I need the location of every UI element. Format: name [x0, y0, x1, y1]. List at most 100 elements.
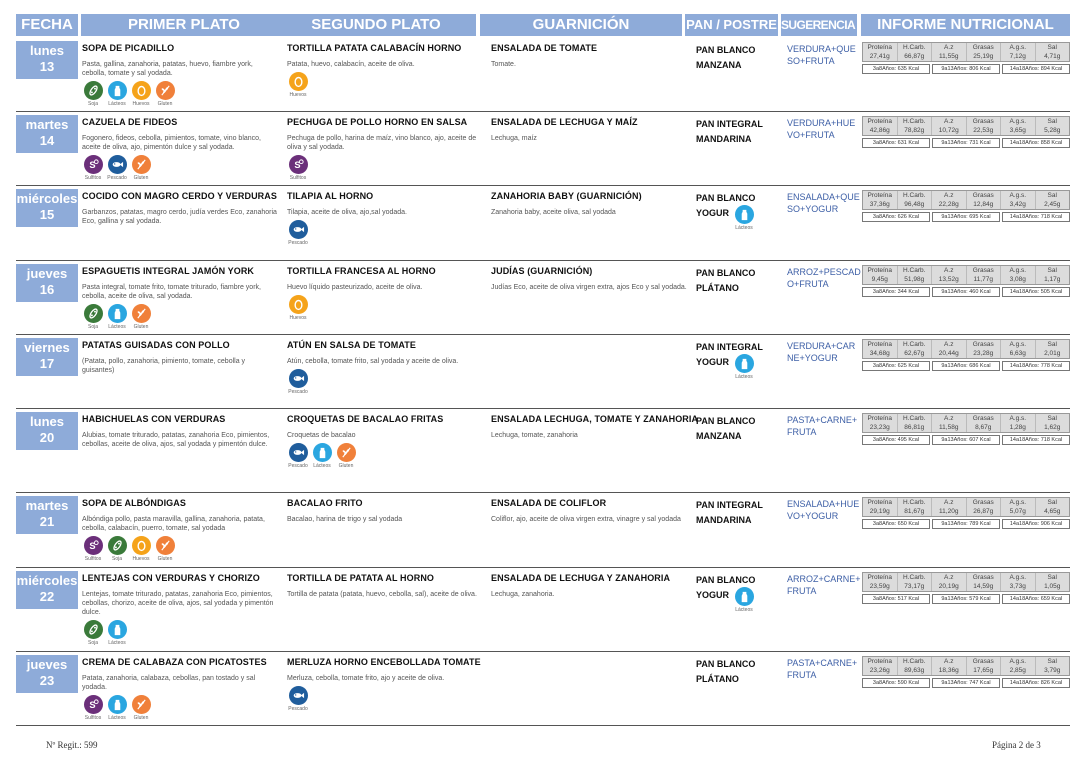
nutrition-cell: Sal 1,05g — [1036, 573, 1070, 591]
gluten-icon — [131, 304, 151, 323]
allergen-label: Lácteos — [108, 715, 126, 721]
header-pan-postre: PAN / POSTRE — [685, 14, 778, 36]
nutrition-cell: Proteína 27,41g — [863, 43, 898, 61]
primer-plato: HABICHUELAS CON VERDURAS Alubias, tomate … — [82, 414, 278, 449]
nutrition-values: Proteína 9,45g H.Carb. 51,98g A.z 13,52g Grasa… — [862, 265, 1070, 285]
allergen-label: Sulfitos — [84, 556, 102, 562]
nutrition-label: H.Carb. — [903, 118, 926, 125]
nutrition-cell: Grasas 22,53g — [967, 117, 1001, 135]
nutrition-cell: A.g.s. 7,12g — [1001, 43, 1036, 61]
nutrition-cell: A.z 11,20g — [932, 498, 967, 516]
pan-item: PAN INTEGRAL — [696, 500, 763, 510]
segundo-plato: TORTILLA PATATA CALABACÍN HORNO Patata, h… — [287, 43, 483, 99]
allergen-list: Huevos — [287, 72, 483, 99]
allergen-badge: Lácteos — [733, 587, 755, 614]
sulfitos-icon: S — [83, 536, 103, 555]
segundo-plato: MERLUZA HORNO ENCEBOLLADA TOMATE Merluza,… — [287, 657, 483, 713]
day-number: 22 — [39, 589, 55, 604]
postre-item: MANZANA — [696, 431, 742, 441]
nutrition-label: Sal — [1047, 192, 1057, 199]
segundo-plato-ingredients: Merluza, cebolla, tomate frito, ajo y ac… — [287, 675, 445, 682]
nutrition-cell: Proteína 23,26g — [863, 657, 898, 675]
nutrition-label: Grasas — [972, 341, 994, 348]
primer-plato: SOPA DE PICADILLO Pasta, gallina, zanahor… — [82, 43, 278, 108]
nutrition-cell: A.z 22,28g — [932, 191, 967, 209]
nutrition-value: 23,59g — [869, 583, 890, 590]
nutrition-value: 78,82g — [904, 127, 925, 134]
nutrition-value: 1,62g — [1044, 424, 1061, 431]
allergen-badge: Soja — [82, 304, 104, 331]
nutrition-value: 20,44g — [938, 350, 959, 357]
nutrition-panel: Proteína 42,86g H.Carb. 78,82g A.z 10,72g Gras… — [862, 116, 1070, 148]
sugerencia-cena: ENSALADA+QUE SO+YOGUR — [787, 192, 860, 214]
segundo-plato-dish: PECHUGA DE POLLO HORNO EN SALSA — [287, 117, 468, 127]
guarnicion-dish: ZANAHORIA BABY (GUARNICIÓN) — [491, 191, 642, 201]
nutrition-cell: H.Carb. 66,87g — [898, 43, 932, 61]
primer-plato-dish: LENTEJAS CON VERDURAS Y CHORIZO — [82, 573, 260, 583]
menu-day-row: jueves 23 CREMA DE CALABAZA CON PICATOSTES… — [16, 652, 1070, 726]
postre-item: MANDARINA — [696, 134, 752, 144]
nutrition-value: 37,36g — [869, 201, 890, 208]
allergen-badge: Pescado — [106, 155, 128, 182]
nutrition-label: A.g.s. — [1009, 658, 1027, 665]
nutrition-label: H.Carb. — [903, 658, 926, 665]
nutrition-cell: A.z 11,58g — [932, 414, 967, 432]
allergen-label: Lácteos — [735, 607, 753, 613]
date-cell: jueves 16 — [16, 264, 78, 302]
kcal-row: 3a8Años: 631 Kcal 9a13Años: 731 Kcal 14a18… — [862, 138, 1070, 148]
segundo-plato: TORTILLA DE PATATA AL HORNO Tortilla de p… — [287, 573, 483, 599]
soja-icon — [83, 304, 103, 323]
pescado-icon — [107, 155, 127, 174]
day-number: 14 — [39, 133, 55, 148]
allergen-list: Soja Lácteos Gluten — [82, 304, 278, 331]
nutrition-label: Sal — [1047, 118, 1057, 125]
nutrition-value: 23,26g — [869, 667, 890, 674]
nutrition-value: 6,63g — [1009, 350, 1026, 357]
kcal-cell: 9a13Años: 747 Kcal — [932, 678, 1000, 688]
allergen-label: Huevos — [132, 556, 150, 562]
nutrition-value: 2,85g — [1009, 667, 1026, 674]
date-cell: miércoles 15 — [16, 189, 78, 227]
menu-day-row: lunes 13 SOPA DE PICADILLO Pasta, gallina, … — [16, 38, 1070, 112]
nutrition-label: A.z — [944, 118, 954, 125]
allergen-label: Soja — [111, 556, 122, 562]
nutrition-value: 34,68g — [869, 350, 890, 357]
nutrition-value: 86,81g — [904, 424, 925, 431]
nutrition-value: 23,23g — [869, 424, 890, 431]
kcal-row: 3a8Años: 590 Kcal 9a13Años: 747 Kcal 14a18… — [862, 678, 1070, 688]
guarnicion: ENSALADA DE COLIFLOR Coliflor, ajo, aceit… — [491, 498, 691, 524]
date-cell: lunes 20 — [16, 412, 78, 450]
allergen-badge: Lácteos — [733, 205, 755, 232]
primer-plato-dish: HABICHUELAS CON VERDURAS — [82, 414, 226, 424]
svg-text:S: S — [294, 160, 300, 170]
sulfitos-icon: S — [83, 155, 103, 174]
kcal-cell: 14a18Años: 659 Kcal — [1002, 594, 1070, 604]
kcal-cell: 14a18Años: 718 Kcal — [1002, 212, 1070, 222]
nutrition-cell: A.g.s. 6,63g — [1001, 340, 1036, 358]
allergen-label: Sulfitos — [84, 175, 102, 181]
nutrition-label: Proteína — [867, 574, 893, 581]
nutrition-cell: A.g.s. 3,65g — [1001, 117, 1036, 135]
huevos-icon — [131, 81, 151, 100]
nutrition-value: 3,42g — [1009, 201, 1026, 208]
nutrition-cell: Proteína 42,86g — [863, 117, 898, 135]
allergen-list: S Sulfitos — [287, 155, 483, 182]
nutrition-value: 96,48g — [904, 201, 925, 208]
allergen-label: Soja — [87, 640, 98, 646]
primer-plato-ingredients: Alubias, tomate triturado, patatas, zana… — [82, 432, 270, 448]
segundo-plato-dish: TORTILLA DE PATATA AL HORNO — [287, 573, 435, 583]
day-name: viernes — [24, 340, 70, 355]
primer-plato-dish: PATATAS GUISADAS CON POLLO — [82, 340, 230, 350]
nutrition-label: A.g.s. — [1009, 267, 1027, 274]
segundo-plato-ingredients: Bacalao, harina de trigo y sal yodada — [287, 516, 403, 523]
segundo-plato-ingredients: Tortilla de patata (patata, huevo, cebol… — [287, 591, 477, 598]
nutrition-cell: Sal 5,28g — [1036, 117, 1070, 135]
kcal-cell: 9a13Años: 789 Kcal — [932, 519, 1000, 529]
nutrition-value: 51,98g — [904, 276, 925, 283]
nutrition-label: Proteína — [867, 499, 893, 506]
guarnicion-dish: ENSALADA DE COLIFLOR — [491, 498, 607, 508]
allergen-badge: Huevos — [130, 536, 152, 563]
nutrition-values: Proteína 23,26g H.Carb. 89,63g A.z 18,36g Gras… — [862, 656, 1070, 676]
nutrition-value: 2,45g — [1044, 201, 1061, 208]
nutrition-label: A.g.s. — [1009, 499, 1027, 506]
